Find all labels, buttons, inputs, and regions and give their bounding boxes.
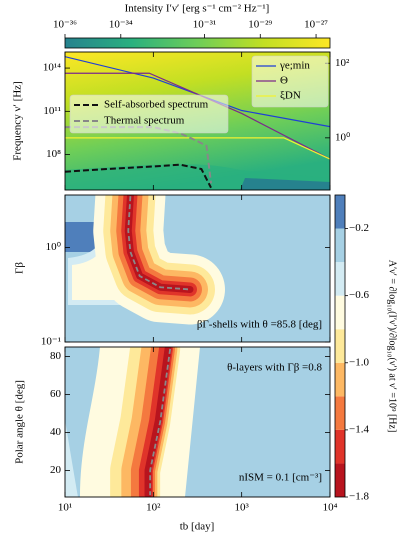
x-tick-label: 10⁴ bbox=[323, 502, 338, 514]
colorbar-level bbox=[335, 262, 345, 296]
contour-band bbox=[144, 347, 172, 497]
colorbar-tick-label: −1.0 bbox=[349, 356, 369, 368]
colorbar-label: Intensity I′ν′ [erg s⁻¹ cm⁻² Hz⁻¹] bbox=[125, 3, 270, 15]
y2-tick-label: 10⁰ bbox=[335, 131, 351, 143]
legend-box bbox=[251, 55, 329, 108]
colorbar-tick-label: 10⁻²⁹ bbox=[248, 19, 272, 31]
colorbar-tick-label: −0.2 bbox=[349, 222, 369, 234]
ridge-line bbox=[149, 348, 172, 496]
y-tick-label: 40 bbox=[50, 426, 62, 438]
panel-frame bbox=[64, 51, 331, 191]
x-tick-label: 10² bbox=[146, 502, 161, 514]
x-tick-label: 10¹ bbox=[58, 502, 72, 514]
x-axis-label: tb [day] bbox=[180, 521, 215, 533]
legend-label: ξDN bbox=[280, 90, 301, 102]
legend-box bbox=[69, 94, 229, 134]
y2-tick-label: 10² bbox=[335, 57, 350, 69]
heatmap-region bbox=[240, 178, 330, 190]
line-series bbox=[65, 137, 330, 160]
colorbar-frame bbox=[334, 194, 346, 498]
colorbar-tick-label: 10⁻³⁶ bbox=[53, 19, 77, 31]
colorbar-level bbox=[335, 362, 345, 397]
colorbar-level bbox=[335, 396, 345, 430]
annotation: nISM = 0.1 [cm⁻³] bbox=[239, 472, 322, 484]
y-tick-label: 60 bbox=[50, 388, 62, 400]
y-tick-label: 20 bbox=[50, 464, 62, 476]
y-axis-label: Frequency ν′ [Hz] bbox=[12, 81, 24, 160]
contour-region bbox=[65, 420, 78, 497]
colorbar-level bbox=[335, 295, 345, 330]
y-axis-label: Polar angle θ [deg] bbox=[14, 380, 26, 464]
colorbar-level bbox=[335, 429, 345, 464]
annotation: θ-layers with Γβ =0.8 bbox=[227, 362, 322, 374]
y-tick-label: 10¹¹ bbox=[43, 105, 61, 117]
line-series bbox=[65, 72, 330, 160]
colorbar-tick-label: 10⁻²⁷ bbox=[304, 19, 328, 31]
ridge-line bbox=[127, 196, 191, 291]
y-tick-label: 80 bbox=[50, 350, 62, 362]
legend-label: γe;min bbox=[279, 60, 310, 72]
panel-frame bbox=[64, 346, 331, 498]
y-tick-label: 10⁸ bbox=[46, 148, 61, 160]
colorbar-level bbox=[335, 463, 345, 497]
legend-label: Θ bbox=[280, 75, 288, 87]
colorbar-level bbox=[335, 329, 345, 363]
y-tick-label: 10¹⁴ bbox=[43, 62, 61, 74]
colorbar-level bbox=[335, 228, 345, 263]
x-tick-label: 10³ bbox=[235, 502, 250, 514]
y-tick-label: 10⁻¹ bbox=[41, 336, 61, 348]
colorbar-level bbox=[335, 195, 345, 229]
colorbar bbox=[64, 37, 331, 49]
legend-label: Self-absorbed spectrum bbox=[104, 99, 209, 111]
colorbar-tick-label: −1.4 bbox=[349, 423, 369, 435]
colorbar-tick-label: 10⁻³¹ bbox=[193, 19, 216, 31]
panel-frame bbox=[64, 194, 331, 343]
colorbar-tick-label: 10⁻³⁴ bbox=[109, 19, 133, 31]
line-series bbox=[65, 163, 212, 189]
colorbar-label: A′ν′ = ∂log₁₀(I′ν′)/∂log₁₀(ν′) at ν′ =10… bbox=[387, 260, 398, 433]
y-axis-label: Γβ bbox=[14, 262, 26, 274]
colorbar-tick-label: −1.8 bbox=[349, 491, 369, 503]
colorbar-tick-label: −0.6 bbox=[349, 289, 369, 301]
legend-label: Thermal spectrum bbox=[104, 115, 185, 127]
annotation: βΓ-shells with θ =85.8 [deg] bbox=[197, 319, 322, 331]
y-tick-label: 10⁰ bbox=[46, 241, 62, 253]
